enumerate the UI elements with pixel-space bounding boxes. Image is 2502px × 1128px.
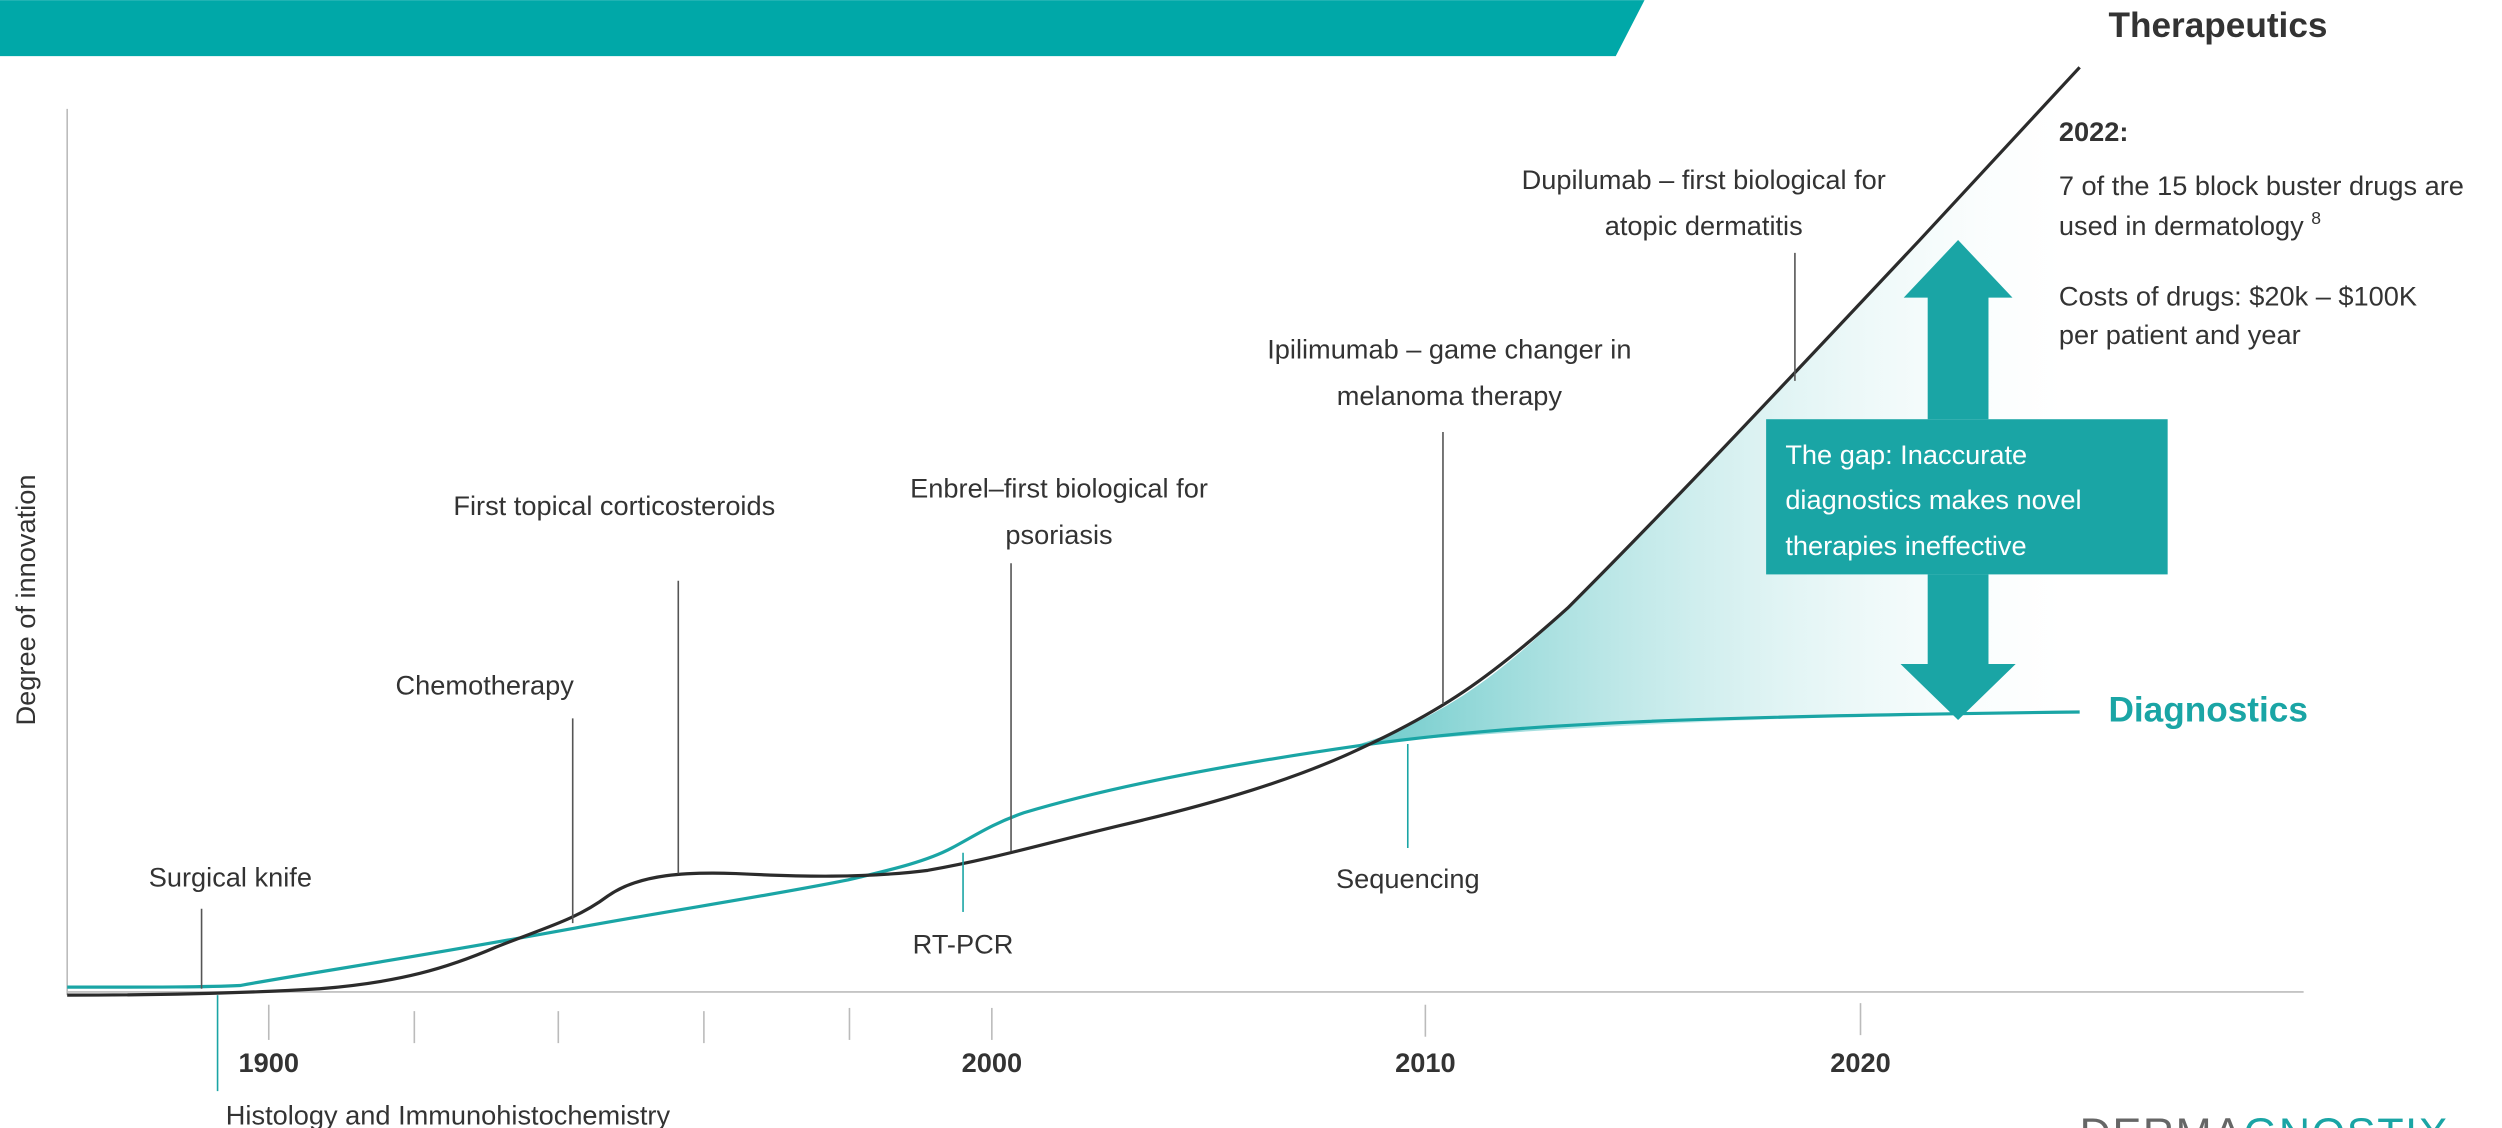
event-label: Enbrel–first biological for [910, 473, 1208, 504]
x-tick-label: 2010 [1395, 1047, 1455, 1078]
logo-part: DERMA [2080, 1111, 2244, 1128]
logo: DERMAGNOSTIX [2080, 1111, 2450, 1128]
note-year: 2022: [2059, 116, 2129, 147]
note-text: used in dermatology 8 [2059, 208, 2321, 241]
event-label: Surgical knife [149, 861, 312, 892]
therapeutics-label: Therapeutics [2108, 6, 2327, 45]
event-label: Sequencing [1336, 863, 1480, 894]
event-label: RT-PCR [913, 929, 1014, 960]
diagnostics-label: Diagnostics [2108, 691, 2307, 730]
event-label: melanoma therapy [1337, 380, 1563, 411]
note-text: 7 of the 15 block buster drugs are [2059, 170, 2464, 201]
banner [0, 0, 1645, 57]
footnote: 8 [2311, 208, 2321, 228]
gap-area [1359, 67, 2080, 744]
therapeutics-curve [67, 66, 2081, 997]
x-tick-label: 2020 [1830, 1047, 1890, 1078]
event-label: First topical corticosteroids [453, 490, 775, 521]
event-label: Dupilumab – first biological for [1522, 164, 1886, 195]
y-axis-label: Degree of innovation [10, 475, 41, 726]
event-label: psoriasis [1005, 519, 1112, 550]
x-ticks [267, 1003, 1862, 1044]
gap-text: diagnostics makes novel [1785, 484, 2081, 515]
event-label: Ipilimumab – game changer in [1267, 333, 1631, 364]
x-tick-label: 2000 [962, 1047, 1022, 1078]
diagnostics-curve [67, 710, 2080, 989]
note-text: used in dermatology [2059, 210, 2304, 241]
double-arrow [1900, 240, 2016, 720]
gap-text: therapies ineffective [1785, 530, 2026, 561]
note-text: per patient and year [2059, 319, 2301, 350]
x-tick-label: 1900 [239, 1047, 299, 1078]
gap-box [1766, 419, 2168, 575]
event-label: Chemotherapy [396, 669, 575, 700]
logo-part: GNOSTIX [2244, 1111, 2450, 1128]
gap-text: The gap: Inaccurate [1785, 439, 2027, 470]
event-label: Histology and Immunohistochemistry [226, 1100, 671, 1128]
note-text: Costs of drugs: $20k – $100K [2059, 281, 2417, 312]
event-label: atopic dermatitis [1605, 210, 1803, 241]
